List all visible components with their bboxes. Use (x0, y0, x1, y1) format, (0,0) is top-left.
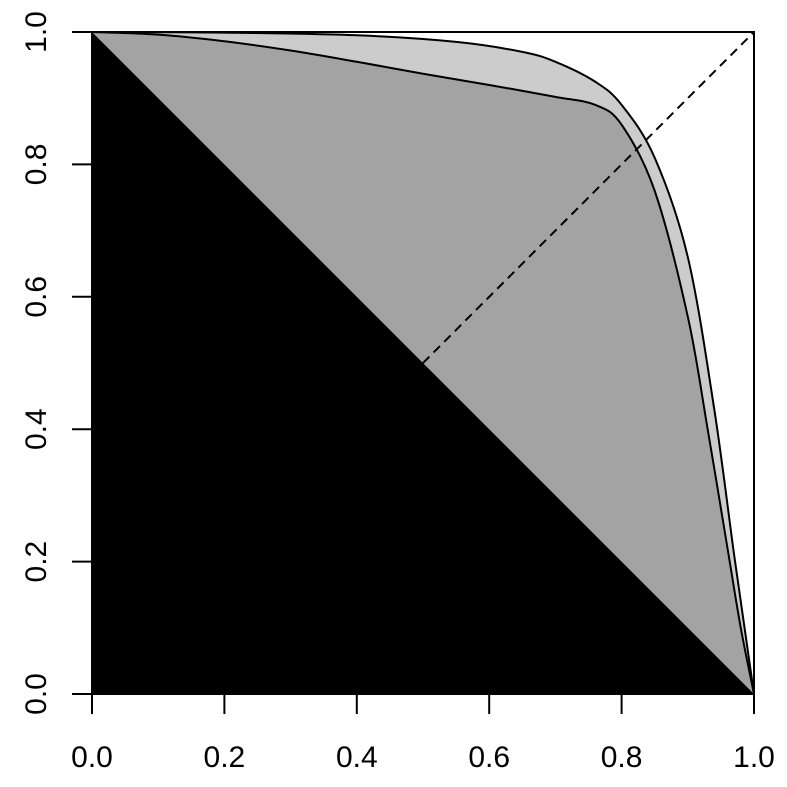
curve-b-line (91, 31, 755, 695)
x-tick-label: 0.8 (601, 741, 643, 774)
curve-a-line (91, 31, 755, 695)
plot-area (91, 31, 755, 695)
y-tick-label: 0.8 (20, 144, 53, 186)
y-tick-label: 0.4 (20, 408, 53, 450)
x-tick-label: 0.2 (204, 741, 246, 774)
x-tick-label: 0.6 (468, 741, 510, 774)
x-tick-label: 0.4 (336, 741, 378, 774)
axes: 0.0 0.2 0.4 0.6 0.8 1.0 0.0 0.2 0.4 0.6 0.8 1.0 (20, 11, 775, 774)
x-tick-label: 0.0 (71, 741, 113, 774)
y-tick-label: 1.0 (20, 11, 53, 53)
dashed-reference-line (422, 31, 755, 364)
y-tick-label: 0.6 (20, 276, 53, 318)
y-tick-label: 0.0 (20, 673, 53, 715)
x-tick-label: 1.0 (733, 741, 775, 774)
y-tick-label: 0.2 (20, 541, 53, 583)
